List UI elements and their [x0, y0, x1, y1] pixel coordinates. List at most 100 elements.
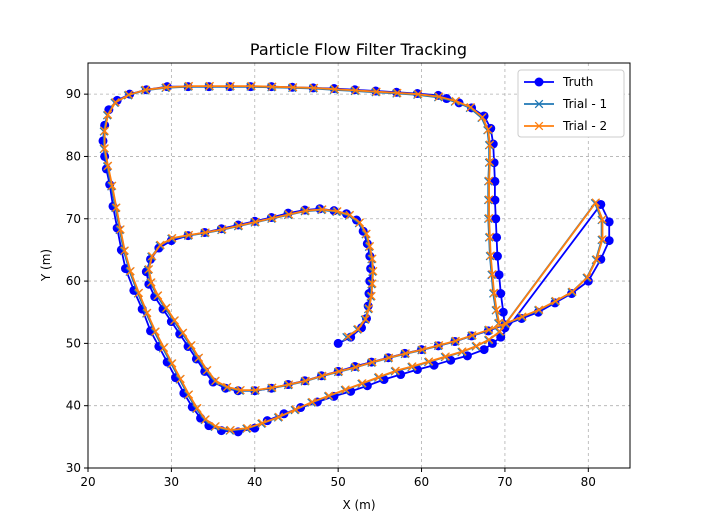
data-point	[103, 161, 113, 171]
legend-box	[517, 69, 625, 138]
data-point	[342, 332, 351, 342]
data-point	[324, 391, 334, 400]
data-point	[301, 376, 310, 386]
data-point	[458, 347, 467, 356]
data-point	[205, 81, 215, 91]
data-point	[334, 367, 344, 376]
data-point	[412, 365, 422, 375]
data-point	[501, 319, 511, 328]
data-point	[598, 235, 607, 244]
data-point	[368, 254, 377, 263]
data-point	[162, 83, 171, 92]
data-point	[418, 345, 427, 354]
data-point	[358, 379, 367, 388]
data-point	[111, 97, 120, 107]
data-point	[488, 269, 497, 279]
data-point	[391, 366, 400, 376]
data-point	[413, 89, 423, 99]
data-point	[247, 81, 256, 91]
x-axis-label: X (m)	[342, 498, 375, 512]
data-point	[479, 345, 489, 355]
y-axis-label: Y (m)	[39, 249, 53, 282]
legend-entry: Trial - 2	[524, 119, 607, 133]
data-point	[134, 288, 144, 298]
data-point	[107, 181, 117, 191]
data-point	[492, 232, 502, 242]
data-point	[434, 340, 444, 350]
y-tick-label: 40	[66, 399, 81, 413]
data-point	[492, 305, 501, 314]
data-point	[318, 371, 327, 381]
series-trial-2	[100, 81, 607, 435]
data-point	[472, 341, 481, 351]
data-point	[496, 289, 506, 299]
data-point	[429, 360, 439, 370]
y-tick-label: 90	[66, 87, 81, 101]
data-point	[222, 382, 232, 392]
data-point	[534, 99, 544, 109]
data-point	[184, 81, 194, 91]
data-point	[236, 385, 245, 395]
data-point	[243, 423, 252, 433]
data-point	[486, 251, 496, 260]
data-point	[144, 264, 154, 274]
y-tick-label: 70	[66, 212, 81, 226]
data-point	[178, 328, 188, 338]
data-point	[451, 336, 460, 346]
chart-title: Particle Flow Filter Tracking	[250, 40, 467, 59]
data-point	[568, 287, 577, 296]
data-point	[484, 176, 494, 186]
y-tick-label: 60	[66, 274, 81, 288]
legend-label: Truth	[562, 75, 593, 89]
y-tick-label: 80	[66, 149, 81, 163]
data-point	[484, 213, 494, 223]
data-point	[484, 325, 494, 334]
data-point	[234, 221, 244, 230]
axes-frame	[87, 62, 631, 469]
data-point	[604, 217, 614, 227]
data-point	[187, 340, 196, 350]
data-point	[518, 312, 527, 321]
data-point	[364, 304, 374, 313]
data-point	[333, 207, 342, 216]
data-point	[345, 210, 355, 220]
data-point	[351, 362, 360, 372]
data-point	[592, 255, 601, 264]
data-point	[184, 230, 194, 240]
data-point	[485, 232, 495, 242]
data-point	[308, 397, 317, 407]
data-point	[141, 85, 150, 95]
data-point	[485, 157, 495, 167]
data-point	[159, 343, 169, 353]
data-point	[301, 206, 310, 215]
data-point	[494, 270, 504, 280]
data-point	[116, 225, 125, 234]
data-point	[374, 372, 384, 382]
data-point	[591, 198, 601, 207]
data-point	[147, 251, 157, 261]
data-point	[367, 291, 376, 301]
data-point	[288, 83, 298, 92]
data-point	[100, 144, 109, 153]
data-point	[446, 355, 456, 365]
data-point	[434, 92, 444, 101]
data-point	[258, 418, 267, 428]
data-point	[396, 370, 406, 380]
data-point	[274, 412, 284, 422]
data-point	[226, 81, 235, 91]
plot-area	[98, 81, 614, 437]
data-point	[201, 415, 210, 424]
data-point	[251, 217, 260, 227]
legend-entry: Truth	[524, 75, 593, 89]
data-point	[424, 357, 434, 366]
data-point	[202, 365, 212, 375]
data-point	[330, 84, 340, 94]
y-tick-label: 50	[66, 336, 81, 350]
data-point	[153, 291, 163, 300]
data-point	[284, 210, 294, 219]
data-point	[192, 403, 202, 413]
data-point	[201, 228, 210, 237]
grid	[87, 63, 630, 469]
